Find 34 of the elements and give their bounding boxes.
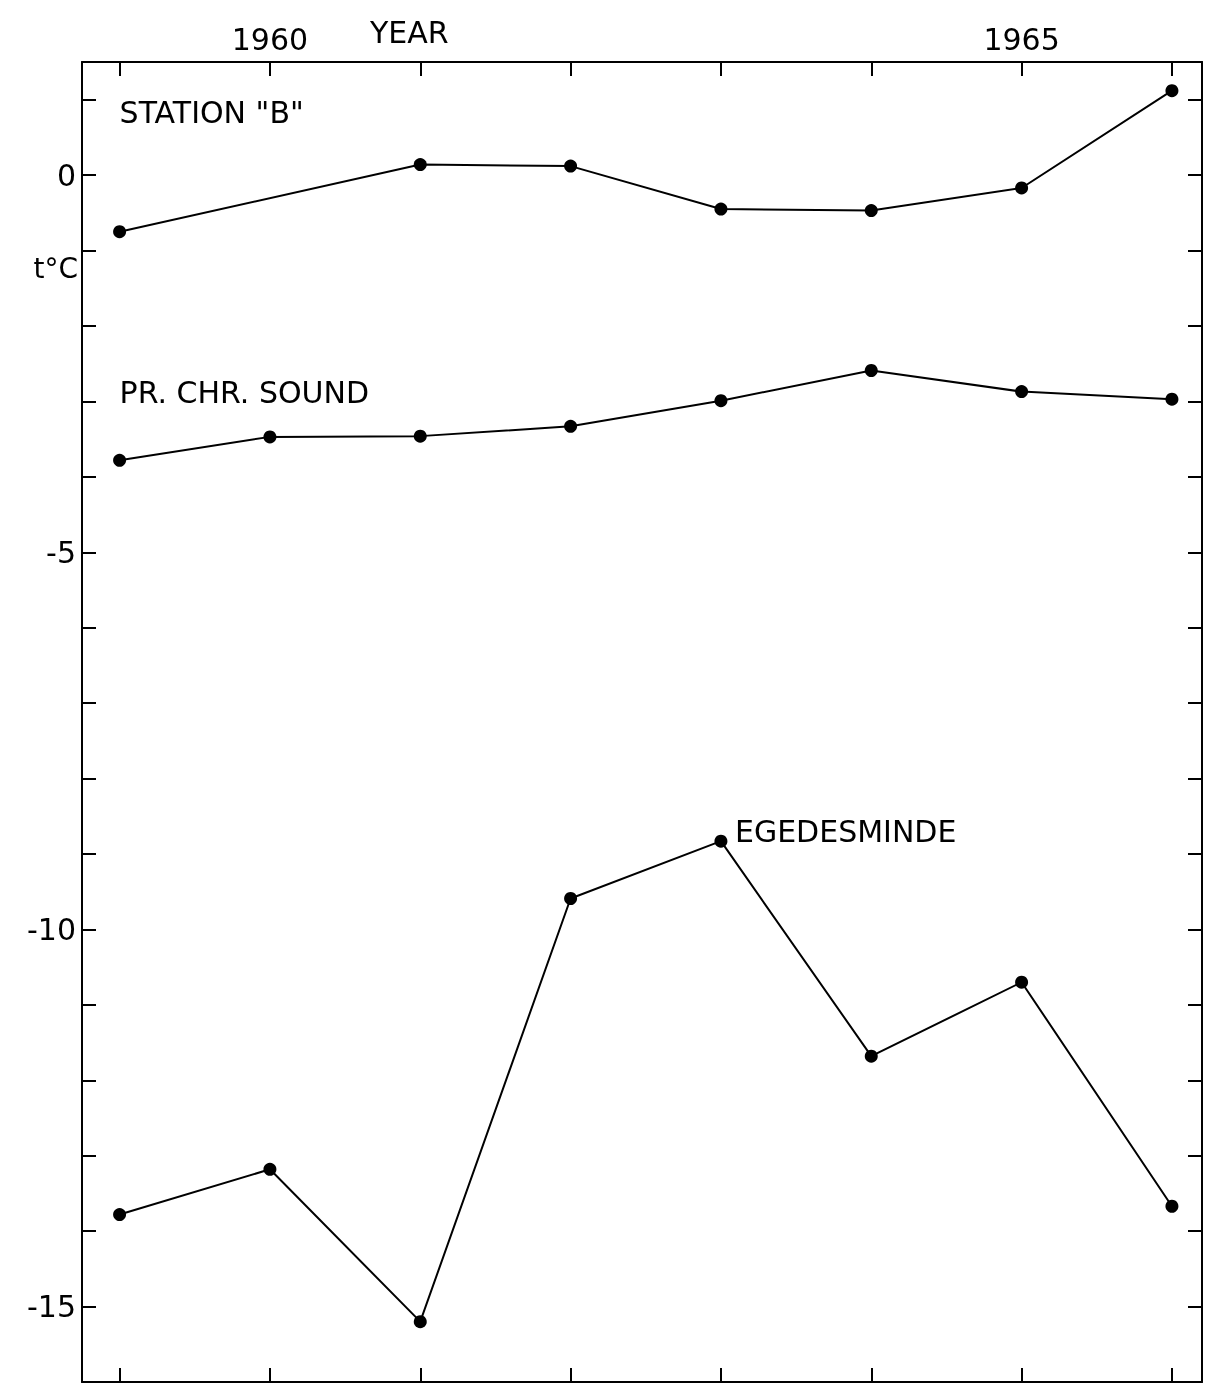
point <box>113 225 127 239</box>
point <box>1015 975 1029 989</box>
point <box>864 364 878 377</box>
point <box>113 453 127 467</box>
point <box>864 1049 878 1063</box>
point <box>1165 392 1179 406</box>
x-tick-label: 1965 <box>983 21 1060 57</box>
point <box>413 1315 427 1329</box>
point <box>1015 181 1029 195</box>
point <box>714 394 728 408</box>
x-tick-label: 1960 <box>231 21 309 57</box>
point <box>864 204 878 218</box>
y-tick-label: -5 <box>46 534 76 570</box>
point <box>263 1162 277 1176</box>
y-axis-title: t°C <box>33 252 78 286</box>
point <box>714 202 728 216</box>
point <box>564 419 578 433</box>
series-label: EGEDESMINDE <box>734 813 957 849</box>
point <box>1165 1199 1179 1213</box>
y-tick-label: -15 <box>27 1289 76 1325</box>
point <box>263 430 277 444</box>
series-label: STATION "B" <box>119 95 304 131</box>
y-tick-label: 0 <box>56 157 76 193</box>
point <box>413 429 427 443</box>
point <box>1015 385 1029 399</box>
point <box>714 834 728 848</box>
point <box>1165 84 1179 98</box>
point <box>413 158 427 172</box>
point <box>564 159 578 173</box>
point <box>564 892 578 905</box>
x-axis-title: YEAR <box>368 14 449 50</box>
series-label: PR. CHR. SOUND <box>119 375 370 410</box>
point <box>113 1208 127 1222</box>
y-tick-label: -10 <box>27 911 76 947</box>
